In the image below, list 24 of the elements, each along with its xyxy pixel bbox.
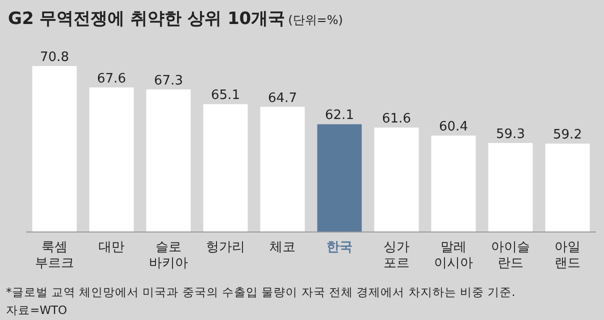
data-label: 62.1 [325, 108, 354, 124]
data-label: 65.1 [211, 88, 240, 104]
data-label: 59.3 [496, 126, 525, 142]
x-tick-label: 아이슬 란드 [491, 240, 530, 271]
x-tick-label: 아일 랜드 [554, 240, 580, 271]
x-tick-label: 한국 [326, 240, 352, 255]
text: 자료=WTO [6, 303, 68, 317]
x-tick-label: 슬로 바키아 [149, 240, 188, 271]
x-tick-label: 체코 [270, 240, 296, 255]
data-label: 64.7 [268, 90, 297, 106]
data-label: 61.6 [382, 112, 411, 127]
chart-subtitle: (단위=%) [288, 13, 343, 27]
data-label: 59.2 [553, 128, 582, 143]
text: *글로벌 교역 체인망에서 미국과 중국의 수출입 물량이 자국 전체 경제에서 차지하는 비중 기준. [6, 285, 516, 299]
data-label: 60.4 [439, 120, 468, 135]
x-tick-label: 룩셈 부르크 [35, 240, 74, 271]
x-tick-label: 싱가 포르 [384, 240, 410, 271]
chart-title: G2 무역전쟁에 취약한 상위 10개국 [8, 9, 286, 29]
x-tick-label: 대만 [98, 240, 124, 255]
data-label: 67.6 [97, 71, 126, 86]
data-label: 67.3 [154, 73, 183, 88]
x-tick-label: 말레 이시아 [434, 240, 473, 271]
x-tick-label: 헝가리 [206, 240, 245, 255]
data-label: 70.8 [40, 50, 69, 65]
